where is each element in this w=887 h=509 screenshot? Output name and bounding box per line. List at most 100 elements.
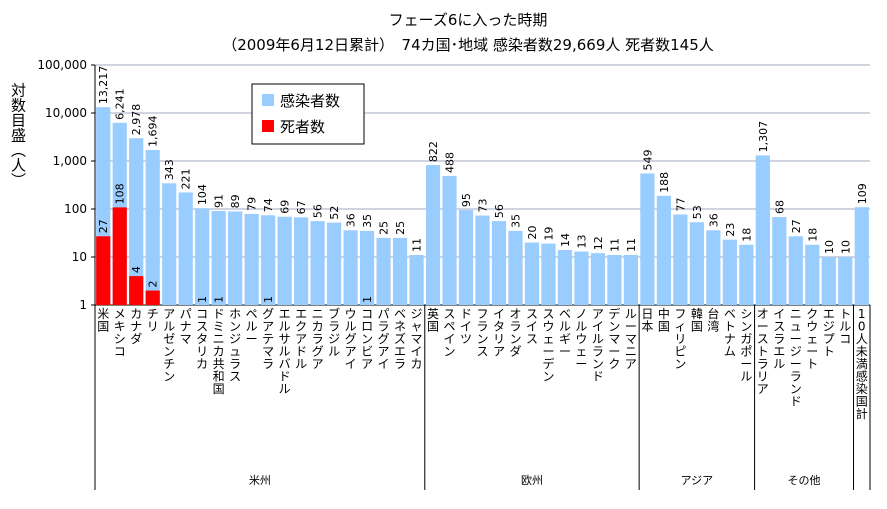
category-label: ジャマイカ	[411, 307, 423, 371]
data-label-deaths: 4	[130, 266, 143, 273]
data-label-deaths: 1	[196, 296, 209, 303]
bar-infected	[261, 215, 276, 305]
category-label: ドイツ	[460, 307, 472, 346]
y-tick-label: 1	[79, 298, 87, 312]
bar-infected	[277, 216, 292, 305]
bar-infected	[392, 237, 408, 305]
data-label-infected: 25	[394, 221, 407, 235]
category-label: ベルギー	[559, 307, 571, 359]
bar-infected	[541, 243, 556, 305]
data-label-deaths: 1	[361, 296, 374, 303]
category-label: 韓国	[691, 307, 703, 334]
category-label: シンガポール	[740, 307, 752, 384]
category-label: フランス	[476, 307, 488, 359]
data-label-infected: 104	[196, 184, 209, 205]
y-tick-label: 10	[72, 250, 87, 264]
legend-swatch-infected	[262, 94, 274, 106]
bar-infected	[475, 215, 490, 305]
data-label-infected: 95	[460, 193, 473, 207]
data-label-infected: 10	[839, 240, 852, 254]
category-label: ウルグアイ	[345, 307, 357, 371]
data-label-infected: 52	[328, 206, 341, 220]
category-label: アイルランド	[592, 307, 604, 384]
bar-infected	[854, 207, 869, 305]
bar-infected	[211, 210, 226, 305]
category-label: チリ	[147, 307, 159, 334]
bar-infected	[425, 165, 441, 305]
category-label: パナマ	[180, 307, 192, 346]
category-label: フィリピン	[674, 307, 686, 371]
category-label: 1 0 人未満感染国計	[856, 307, 868, 421]
category-label: ノルウェー	[575, 307, 587, 371]
bar-deaths	[112, 207, 127, 305]
bar-infected	[689, 222, 704, 305]
category-label: ホンジュラス	[229, 307, 241, 384]
bar-infected	[359, 230, 375, 305]
region-label: その他	[788, 474, 821, 487]
data-label-infected: 23	[724, 223, 737, 237]
data-label-deaths: 1	[213, 296, 226, 303]
category-label: ニュージーランド	[790, 307, 802, 409]
data-label-infected: 35	[509, 214, 522, 228]
data-label-infected: 20	[526, 226, 539, 240]
data-label-infected: 6,241	[114, 88, 127, 120]
region-label: 米州	[249, 474, 271, 487]
region-label: アジア	[681, 474, 714, 487]
data-label-infected: 69	[279, 200, 292, 214]
data-label-infected: 11	[608, 238, 621, 252]
bar-infected	[623, 255, 638, 305]
y-tick-label: 100,000	[37, 58, 87, 72]
category-label: コスタリカ	[196, 307, 208, 371]
data-label-infected: 2,978	[130, 104, 143, 136]
category-labels: 米国メキシコカナダチリアルゼンチンパナマコスタリカドミニカ共和国ホンジュラスペル…	[97, 306, 868, 421]
chart-title: フェーズ6に入った時期	[389, 11, 548, 29]
data-label-infected: 221	[180, 168, 193, 189]
chart-subtitle: （2009年6月12日累計） 74カ国･地域 感染者数29,669人 死者数14…	[222, 36, 714, 54]
bar-infected	[574, 251, 589, 305]
bar-infected	[772, 217, 787, 305]
data-label-infected: 25	[378, 221, 391, 235]
bar-deaths	[129, 276, 144, 305]
data-label-infected: 56	[493, 204, 506, 218]
category-label: イスラエル	[773, 307, 785, 371]
data-label-infected: 109	[856, 183, 869, 204]
data-label-infected: 56	[312, 204, 325, 218]
bar-infected	[739, 244, 754, 305]
category-label: エクアドル	[295, 307, 307, 371]
bar-infected	[442, 175, 457, 305]
bar-infected	[491, 221, 507, 305]
bar-infected	[310, 221, 325, 305]
category-label: ドミニカ共和国	[213, 307, 225, 396]
bar-infected	[821, 257, 836, 305]
category-label: グアテマラ	[262, 307, 274, 371]
category-label: ブラジル	[328, 306, 340, 359]
legend-label-deaths: 死者数	[280, 118, 325, 136]
data-label-infected: 91	[213, 194, 226, 208]
category-label: ペルー	[246, 307, 258, 346]
data-label-infected: 822	[427, 141, 440, 162]
region-label: 欧州	[521, 474, 543, 487]
bar-infected	[343, 230, 358, 305]
data-label-infected: 488	[444, 152, 457, 173]
data-label-infected: 13	[575, 235, 588, 249]
y-axis-label: 対数目盛（人）	[9, 83, 27, 188]
data-label-infected: 1,307	[757, 121, 770, 153]
category-label: 英国	[427, 307, 439, 334]
bar-infected	[805, 244, 820, 305]
bar-infected	[755, 155, 770, 305]
category-label: スウェーデン	[542, 307, 554, 384]
category-label: ニカラグア	[312, 307, 324, 371]
category-label: オーストラリア	[757, 307, 769, 396]
category-label: アルゼンチン	[163, 307, 175, 384]
category-label: イタリア	[493, 307, 505, 359]
data-label-infected: 36	[707, 213, 720, 227]
category-label: エルサルバドル	[279, 307, 291, 396]
data-label-deaths: 2	[147, 281, 160, 288]
data-label-deaths: 1	[262, 296, 275, 303]
data-label-infected: 549	[641, 150, 654, 171]
category-label: トルコ	[839, 307, 851, 346]
data-label-infected: 14	[559, 233, 572, 247]
data-label-infected: 53	[691, 205, 704, 219]
category-label: 米国	[97, 307, 109, 334]
